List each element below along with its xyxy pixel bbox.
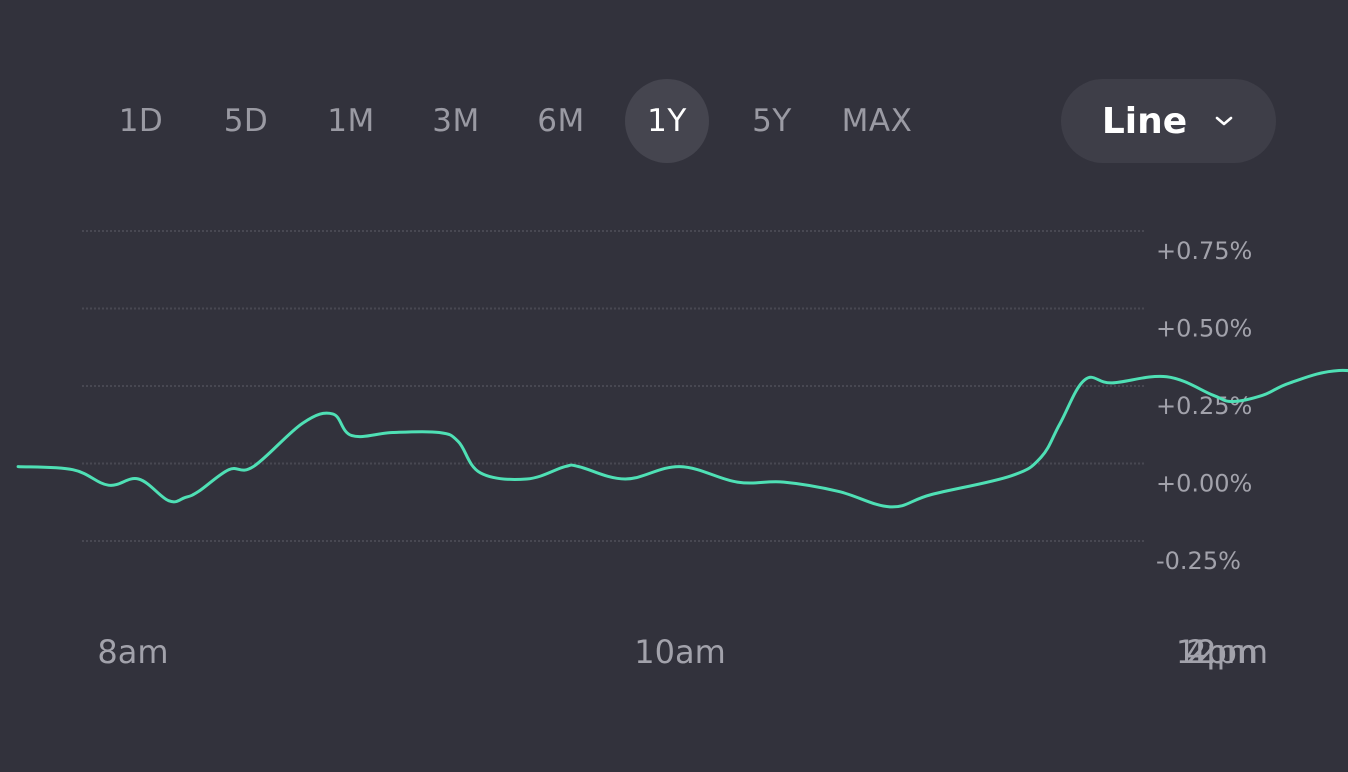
range-tab-3m[interactable]: 3M — [432, 103, 480, 139]
x-tick-label: 10am — [634, 633, 726, 671]
range-tab-max[interactable]: MAX — [841, 103, 913, 139]
chart-type-dropdown[interactable]: Line — [1061, 79, 1276, 163]
x-tick-label: 8am — [97, 633, 168, 671]
chart-type-label: Line — [1101, 100, 1188, 142]
range-tab-1m[interactable]: 1M — [327, 103, 375, 139]
range-tab-1d[interactable]: 1D — [118, 103, 164, 139]
y-tick-label: -0.25% — [1156, 547, 1241, 575]
y-tick-label: +0.00% — [1156, 470, 1252, 498]
y-tick-label: +0.25% — [1156, 392, 1252, 420]
y-tick-label: +0.50% — [1156, 315, 1252, 343]
x-tick-label: 4pm — [1186, 633, 1258, 671]
x-tick-label: 12pm — [1176, 633, 1268, 671]
chevron-down-icon — [1213, 110, 1235, 132]
range-tab-5y[interactable]: 5Y — [752, 103, 792, 139]
x-tick-label: 2pm — [1186, 633, 1258, 671]
series-line — [16, 368, 1348, 509]
range-tab-6m[interactable]: 6M — [537, 103, 585, 139]
range-tab-5d[interactable]: 5D — [223, 103, 269, 139]
range-tab-1y[interactable]: 1Y — [625, 79, 709, 163]
y-tick-label: +0.75% — [1156, 237, 1252, 265]
